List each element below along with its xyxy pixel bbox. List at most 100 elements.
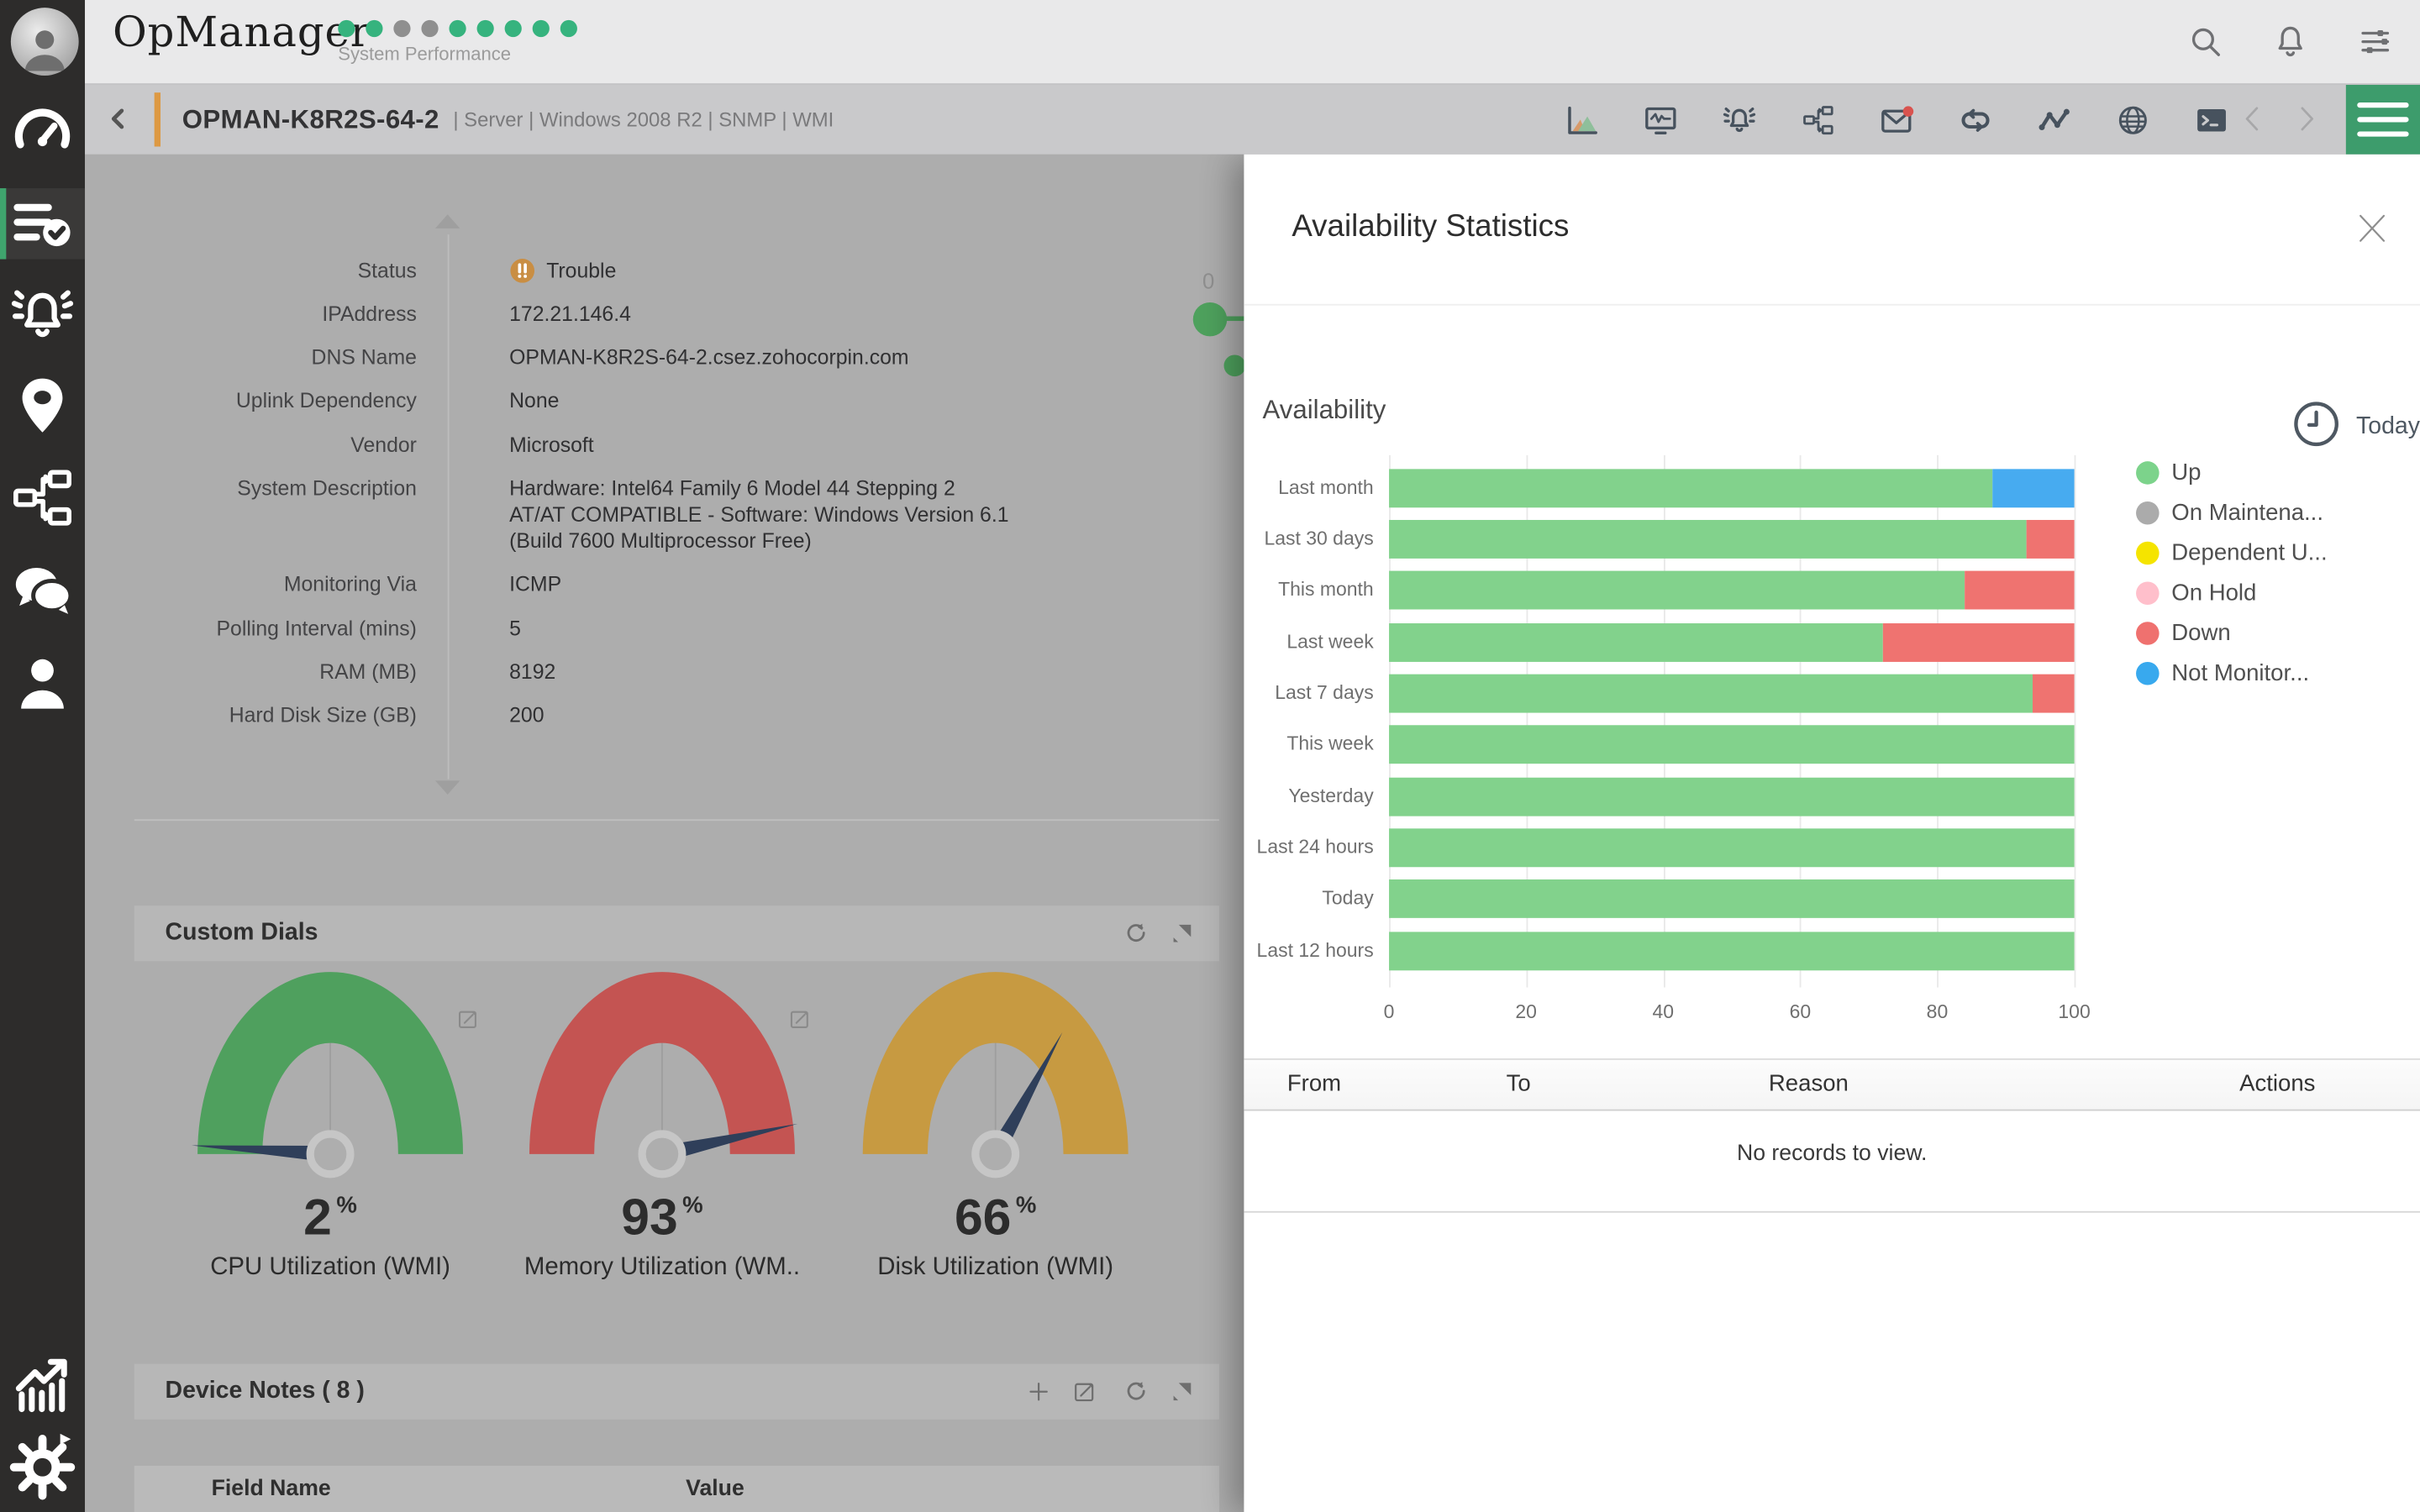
dial-1: 2% CPU Utilization (WMI) <box>192 972 476 1280</box>
settings-sliders-icon[interactable] <box>2357 24 2394 60</box>
status-dot <box>476 19 494 38</box>
workflow-icon[interactable] <box>1800 101 1837 138</box>
occluded-chart-line <box>1222 316 1248 322</box>
bar-segment-up <box>1389 519 2027 559</box>
globe-icon[interactable] <box>2114 101 2151 138</box>
device-info: Status Trouble IPAddress 172.21.146.4 DNS Na… <box>134 249 1199 738</box>
period-selector[interactable]: Today <box>2287 395 2420 460</box>
info-value: 200 <box>509 704 544 727</box>
refresh-icon[interactable] <box>1122 920 1150 948</box>
info-label: Status <box>357 258 417 282</box>
table-header-from: From <box>1286 1070 1342 1097</box>
info-row: Vendor Microsoft <box>134 423 1199 466</box>
back-chevron-icon[interactable] <box>105 105 133 133</box>
sidebar-item-reports[interactable] <box>0 1350 85 1420</box>
sidebar: ▶ <box>0 0 86 1512</box>
avatar[interactable] <box>10 8 79 76</box>
notifications-icon[interactable] <box>2272 24 2309 60</box>
occluded-chart-dot <box>1223 354 1246 377</box>
chart-bar <box>1389 828 2075 868</box>
flyout-arrow-icon: ▶ <box>60 1430 71 1446</box>
legend-dot <box>2136 540 2160 564</box>
prev-chevron-icon[interactable] <box>2236 102 2270 135</box>
next-chevron-icon[interactable] <box>2289 102 2323 135</box>
legend-dot <box>2136 661 2160 685</box>
table-header-reason: Reason <box>1768 1070 1849 1097</box>
monitor-icon[interactable] <box>1642 101 1679 138</box>
chart-category-label: This week <box>1286 732 1374 755</box>
area-chart-icon[interactable] <box>1564 101 1601 138</box>
edit-dial-icon[interactable] <box>787 1006 813 1032</box>
x-tick: 0 <box>1383 1001 1395 1023</box>
bar-segment-down <box>2026 519 2075 559</box>
legend-item[interactable]: Dependent U... <box>2136 533 2328 573</box>
edit-notes-icon[interactable] <box>1071 1378 1099 1405</box>
downtime-table-header: From To Reason Actions <box>1244 1058 2420 1111</box>
add-note-icon[interactable] <box>1025 1378 1053 1405</box>
status-dot <box>560 19 577 38</box>
chart-bar <box>1389 570 2075 610</box>
status-dots <box>338 19 577 38</box>
info-row: IPAddress 172.21.146.4 <box>134 292 1199 336</box>
bar-segment-up <box>1389 468 1992 507</box>
info-row: Status Trouble <box>134 249 1199 292</box>
info-label: Vendor <box>350 433 417 457</box>
info-value: Hardware: Intel64 Family 6 Model 44 Step… <box>509 476 1009 553</box>
table-header-to: To <box>1506 1070 1531 1097</box>
bar-segment-down <box>2033 674 2075 713</box>
top-header: OpManager System Performance <box>85 0 2420 86</box>
info-value: ICMP <box>509 573 562 596</box>
sidebar-item-settings[interactable]: ▶ <box>0 1431 85 1502</box>
legend-item[interactable]: Down <box>2136 612 2231 653</box>
legend-dot <box>2136 580 2160 605</box>
sidebar-item-users[interactable] <box>0 648 85 718</box>
legend-label: On Maintena... <box>2171 499 2324 526</box>
expand-icon[interactable] <box>1168 1378 1196 1405</box>
legend-item[interactable]: Up <box>2136 452 2202 492</box>
legend-item[interactable]: On Maintena... <box>2136 492 2323 533</box>
bar-segment-not-monitored <box>1991 468 2075 507</box>
mail-icon[interactable] <box>1878 101 1915 138</box>
legend-item[interactable]: Not Monitor... <box>2136 653 2309 693</box>
info-row: System Description Hardware: Intel64 Fami… <box>134 466 1199 563</box>
terminal-icon[interactable] <box>2193 101 2230 138</box>
info-label: System Description <box>237 476 417 501</box>
panel-title: Availability Statistics <box>1292 209 1570 244</box>
notes-table-header: Field Name Value <box>134 1465 1220 1512</box>
sidebar-item-inventory[interactable] <box>0 188 86 260</box>
alarm-icon[interactable] <box>1721 101 1758 138</box>
legend-dot <box>2136 621 2160 644</box>
menu-button[interactable] <box>2345 85 2420 155</box>
bar-segment-down <box>1965 570 2075 610</box>
search-icon[interactable] <box>2187 24 2224 60</box>
legend-item[interactable]: On Hold <box>2136 572 2256 612</box>
app-logo: OpManager <box>113 9 371 57</box>
legend-label: Down <box>2171 619 2231 646</box>
zigzag-icon[interactable] <box>2036 101 2073 138</box>
info-value: 172.21.146.4 <box>509 302 631 326</box>
loop-icon[interactable] <box>1957 101 1994 138</box>
expand-icon[interactable] <box>1168 920 1196 948</box>
device-name: OPMAN-K8R2S-64-2 <box>182 103 439 134</box>
sidebar-item-dashboard[interactable] <box>0 96 85 166</box>
sidebar-item-alarms[interactable] <box>0 279 85 349</box>
sidebar-item-chat[interactable] <box>0 555 85 626</box>
chart-bar <box>1389 725 2075 764</box>
info-row: Monitoring Via ICMP <box>134 563 1199 606</box>
refresh-icon[interactable] <box>1122 1378 1150 1405</box>
chart-category-label: Yesterday <box>1288 785 1374 806</box>
close-icon[interactable] <box>2352 208 2392 249</box>
edit-dial-icon[interactable] <box>455 1006 481 1032</box>
x-tick: 20 <box>1515 1001 1537 1023</box>
info-value: 8192 <box>509 660 556 684</box>
sidebar-item-maps[interactable] <box>0 370 85 441</box>
bar-segment-up <box>1389 828 2075 868</box>
dial-label: Memory Utilization (WM.. <box>523 1254 801 1281</box>
info-value: Microsoft <box>509 433 594 457</box>
chart-bar <box>1389 468 2075 507</box>
sidebar-item-topology[interactable] <box>0 463 85 533</box>
scroll-down-arrow[interactable] <box>434 780 460 795</box>
scroll-up-arrow[interactable] <box>434 214 460 228</box>
x-tick: 100 <box>2058 1001 2091 1023</box>
period-label: Today <box>2356 413 2420 441</box>
